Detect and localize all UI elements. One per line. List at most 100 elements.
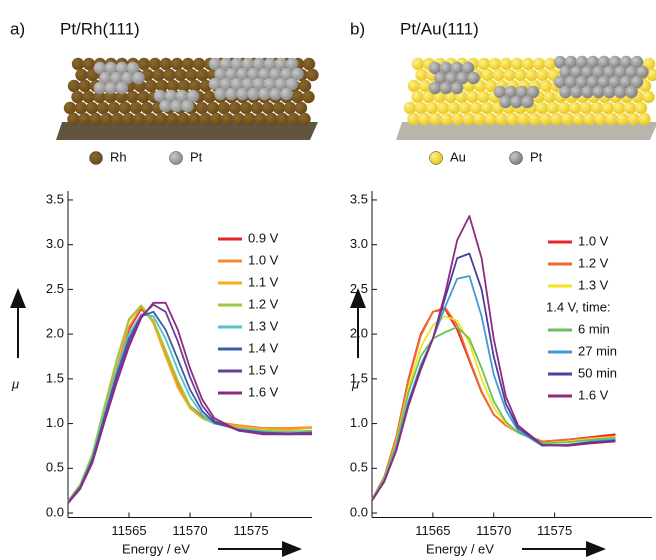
- x-axis-label: Energy / eV: [122, 541, 190, 556]
- substrate-atom: [488, 57, 502, 71]
- panel-title: Pt/Rh(111): [60, 19, 140, 38]
- substrate-atom: [177, 79, 191, 93]
- adatom: [280, 67, 293, 81]
- substrate-atom: [177, 112, 190, 126]
- legend-label: 1.3 V: [578, 277, 609, 292]
- substrate-atom: [415, 68, 428, 82]
- model-legend-label: Pt: [190, 149, 203, 164]
- adatom: [115, 81, 129, 95]
- series-line: [371, 326, 616, 501]
- substrate-atom: [122, 112, 135, 126]
- adatom: [208, 57, 222, 71]
- adatom: [110, 71, 123, 85]
- substrate-atom: [557, 101, 571, 115]
- substrate-atom: [579, 101, 593, 115]
- substrate-atom: [174, 68, 187, 82]
- model-legend-swatch: [509, 151, 523, 165]
- substrate-atom: [163, 68, 176, 82]
- legend-label: 1.5 V: [248, 362, 279, 377]
- adatom: [515, 85, 529, 99]
- adatom: [428, 81, 442, 95]
- adatom: [614, 85, 627, 99]
- substrate-atom: [469, 101, 483, 115]
- substrate-atom: [287, 112, 300, 126]
- substrate-atom: [623, 101, 637, 115]
- substrate-atom: [302, 90, 315, 104]
- adatom: [526, 85, 540, 99]
- substrate-atom: [159, 57, 173, 71]
- substrate-atom: [492, 68, 505, 82]
- adatom: [499, 95, 512, 109]
- y-axis-label: μ: [11, 376, 19, 391]
- adatom: [461, 61, 475, 75]
- adatom: [636, 65, 649, 79]
- substrate-atom: [228, 101, 242, 115]
- substrate-atom: [298, 112, 311, 126]
- substrate-atom: [480, 101, 494, 115]
- adatom: [285, 57, 299, 71]
- substrate-atom: [642, 90, 655, 104]
- adatom: [252, 77, 266, 91]
- y-tick-label: 1.5: [350, 370, 368, 385]
- adatom: [241, 77, 255, 91]
- y-tick-label: 0.0: [46, 504, 64, 519]
- adatom: [614, 65, 627, 79]
- substrate-atom: [272, 101, 286, 115]
- legend-label: 1.3 V: [248, 318, 279, 333]
- x-tick-label: 11575: [233, 523, 268, 538]
- adatom: [247, 67, 260, 81]
- y-tick-label: 2.5: [46, 281, 64, 296]
- substrate-atom: [71, 90, 84, 104]
- substrate-atom: [411, 57, 425, 71]
- adatom: [214, 67, 227, 81]
- adatom: [164, 89, 178, 103]
- substrate-atom: [298, 79, 312, 93]
- adatom: [280, 87, 293, 101]
- x-tick-label: 11565: [415, 523, 450, 538]
- substrate-atom: [89, 112, 102, 126]
- adatom: [450, 81, 464, 95]
- substrate-atom: [550, 112, 563, 126]
- model-legend-label: Rh: [110, 149, 127, 164]
- y-tick-label: 0.5: [350, 460, 368, 475]
- adatom: [575, 55, 589, 69]
- adatom: [570, 65, 583, 79]
- substrate-atom: [583, 112, 596, 126]
- substrate-atom: [203, 90, 216, 104]
- adatom: [104, 81, 118, 95]
- substrate-atom: [568, 101, 582, 115]
- adatom: [553, 75, 567, 89]
- substrate-atom: [627, 112, 640, 126]
- adatom: [230, 77, 244, 91]
- adatom: [93, 81, 107, 95]
- substrate-atom: [71, 57, 85, 71]
- substrate-atom: [232, 112, 245, 126]
- substrate-atom: [140, 101, 154, 115]
- substrate-atom: [407, 79, 421, 93]
- adatom: [570, 85, 583, 99]
- y-tick-label: 2.0: [46, 326, 64, 341]
- adatom: [625, 65, 638, 79]
- substrate-atom: [536, 68, 549, 82]
- substrate-atom: [93, 90, 106, 104]
- y-tick-label: 3.5: [350, 191, 368, 206]
- substrate-atom: [572, 112, 585, 126]
- substrate-atom: [302, 57, 316, 71]
- substrate-atom: [283, 101, 297, 115]
- adatom: [439, 61, 453, 75]
- adatom: [99, 71, 112, 85]
- adatom: [619, 55, 633, 69]
- substrate-atom: [166, 79, 180, 93]
- adatom: [170, 99, 183, 113]
- adatom: [121, 71, 134, 85]
- model-legend-label: Pt: [530, 149, 543, 164]
- substrate-atom: [539, 112, 552, 126]
- substrate-atom: [166, 112, 179, 126]
- adatom: [175, 89, 189, 103]
- x-axis-label: Energy / eV: [426, 541, 494, 556]
- substrate-atom: [74, 101, 88, 115]
- adatom: [225, 67, 238, 81]
- substrate-atom: [458, 101, 472, 115]
- adatom: [219, 57, 233, 71]
- substrate-atom: [188, 112, 201, 126]
